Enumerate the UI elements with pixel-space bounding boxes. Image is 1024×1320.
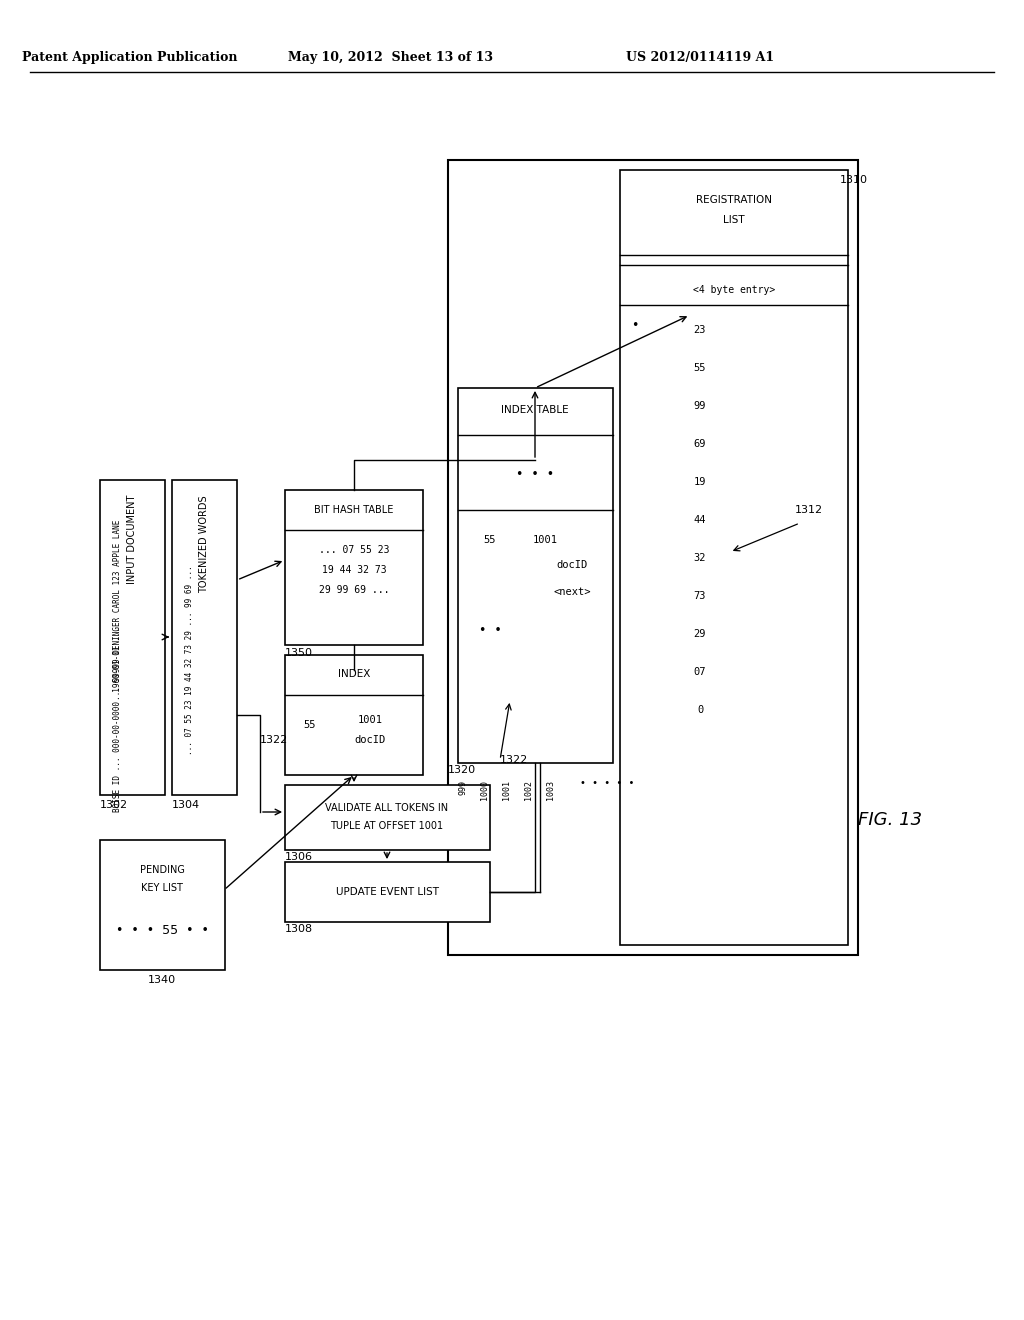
- Text: 55: 55: [693, 363, 707, 374]
- Bar: [100, 840, 225, 970]
- Text: 1340: 1340: [147, 975, 176, 985]
- Text: REGISTRATION: REGISTRATION: [696, 195, 772, 205]
- Bar: [172, 480, 237, 795]
- Text: •  •  •  55  •  •: • • • 55 • •: [116, 924, 209, 936]
- Text: 1000: 1000: [480, 780, 489, 800]
- Text: 1001: 1001: [503, 780, 512, 800]
- Bar: [285, 490, 423, 645]
- Text: 19: 19: [693, 477, 707, 487]
- Text: 1322: 1322: [260, 735, 288, 744]
- Text: •  •: • •: [478, 623, 502, 636]
- Text: 44: 44: [693, 515, 707, 525]
- Text: 29: 29: [693, 630, 707, 639]
- Text: 999: 999: [459, 780, 468, 795]
- Bar: [100, 480, 165, 795]
- Text: 1302: 1302: [100, 800, 128, 810]
- Text: 69: 69: [693, 440, 707, 449]
- Text: 1350: 1350: [285, 648, 313, 657]
- Text: 19 44 32 73: 19 44 32 73: [322, 565, 386, 576]
- Text: 1001: 1001: [532, 535, 557, 545]
- Text: TUPLE AT OFFSET 1001: TUPLE AT OFFSET 1001: [331, 821, 443, 832]
- Text: INDEX: INDEX: [338, 669, 371, 678]
- Text: ... 07 55 23: ... 07 55 23: [318, 545, 389, 554]
- Text: •  •  •  •  •: • • • • •: [580, 777, 635, 788]
- Text: 1002: 1002: [524, 780, 534, 800]
- Text: May 10, 2012  Sheet 13 of 13: May 10, 2012 Sheet 13 of 13: [288, 51, 493, 65]
- Text: 73: 73: [693, 591, 707, 601]
- Text: 55: 55: [483, 535, 497, 545]
- Bar: [285, 785, 490, 850]
- Text: docID: docID: [556, 560, 588, 570]
- Text: •: •: [632, 318, 639, 331]
- Text: 1001: 1001: [357, 715, 383, 725]
- Text: 1312: 1312: [795, 506, 823, 515]
- Text: 55: 55: [304, 719, 316, 730]
- Text: LIST: LIST: [723, 215, 744, 224]
- Text: ... 99999 DENINGER CAROL 123 APPLE LANE: ... 99999 DENINGER CAROL 123 APPLE LANE: [114, 520, 123, 700]
- Bar: [285, 655, 423, 775]
- Text: docID: docID: [354, 735, 386, 744]
- Text: 23: 23: [693, 325, 707, 335]
- Text: UPDATE EVENT LIST: UPDATE EVENT LIST: [336, 887, 438, 898]
- Text: 1003: 1003: [547, 780, 555, 800]
- Text: BOISE ID ... 000-00-0000  1960-01-01 ...: BOISE ID ... 000-00-0000 1960-01-01 ...: [114, 627, 123, 813]
- Text: BIT HASH TABLE: BIT HASH TABLE: [314, 506, 393, 515]
- Text: <next>: <next>: [553, 587, 591, 597]
- Text: KEY LIST: KEY LIST: [141, 883, 183, 894]
- Text: 32: 32: [693, 553, 707, 564]
- Text: ... 07 55 23 19 44 32 73 29 ... 99 69 ...: ... 07 55 23 19 44 32 73 29 ... 99 69 ..…: [185, 565, 195, 755]
- Text: Patent Application Publication: Patent Application Publication: [23, 51, 238, 65]
- Text: <4 byte entry>: <4 byte entry>: [693, 285, 775, 294]
- Text: TOKENIZED WORDS: TOKENIZED WORDS: [199, 495, 209, 593]
- Text: INPUT DOCUMENT: INPUT DOCUMENT: [127, 495, 137, 585]
- Text: INDEX TABLE: INDEX TABLE: [501, 405, 568, 414]
- Text: 1322: 1322: [500, 755, 528, 766]
- Text: 07: 07: [693, 667, 707, 677]
- Text: 1320: 1320: [449, 766, 476, 775]
- Text: FIG. 13: FIG. 13: [858, 810, 922, 829]
- Bar: [449, 160, 858, 954]
- Text: 99: 99: [693, 401, 707, 411]
- Text: 1306: 1306: [285, 851, 313, 862]
- Text: 1310: 1310: [840, 176, 868, 185]
- Text: 29 99 69 ...: 29 99 69 ...: [318, 585, 389, 595]
- Text: 1304: 1304: [172, 800, 200, 810]
- Text: •  •  •: • • •: [516, 469, 554, 482]
- Bar: [620, 170, 848, 945]
- Text: 1308: 1308: [285, 924, 313, 935]
- Bar: [285, 862, 490, 921]
- Text: PENDING: PENDING: [139, 865, 184, 875]
- Text: VALIDATE ALL TOKENS IN: VALIDATE ALL TOKENS IN: [326, 803, 449, 813]
- Text: 0: 0: [697, 705, 703, 715]
- Bar: [458, 388, 613, 763]
- Text: US 2012/0114119 A1: US 2012/0114119 A1: [626, 51, 774, 65]
